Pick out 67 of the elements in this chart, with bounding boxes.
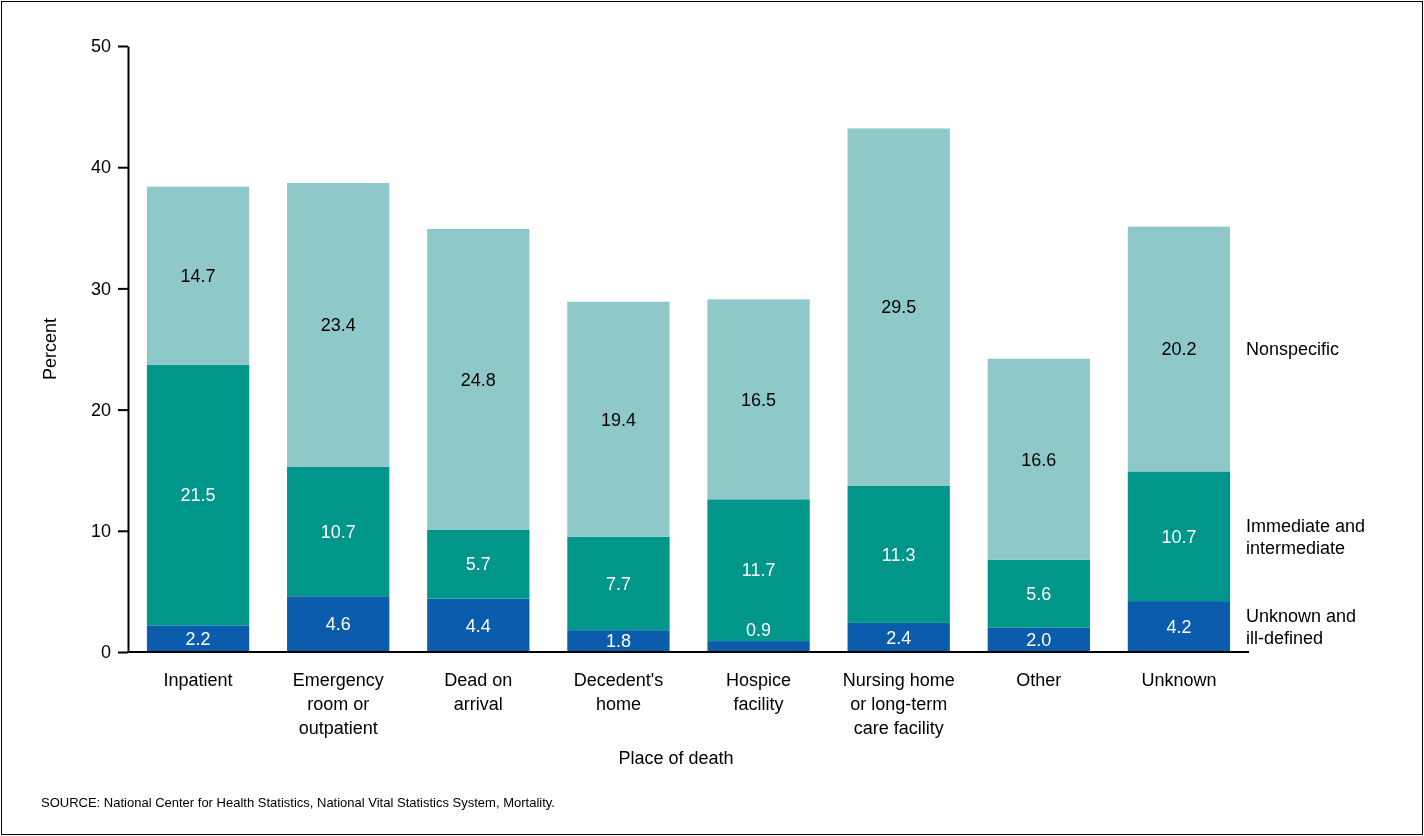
- data-label: 10.7: [1161, 526, 1197, 547]
- x-tick-label: Hospice facility: [726, 670, 792, 714]
- data-label: 7.7: [605, 573, 631, 594]
- y-tick-label: 20: [90, 399, 111, 420]
- bar: [567, 536, 670, 631]
- bar: [146, 364, 250, 626]
- y-tick-label: 40: [90, 157, 111, 178]
- y-tick-label: 50: [90, 36, 111, 57]
- data-label: 10.7: [320, 521, 356, 542]
- x-tick-label: Other: [1016, 670, 1062, 690]
- data-label: 14.7: [180, 265, 216, 286]
- x-tick-label: Inpatient: [163, 670, 233, 690]
- series-label: Immediate and intermediate: [1246, 515, 1366, 558]
- data-label: 1.8: [605, 631, 631, 652]
- source-note: SOURCE: National Center for Health Statistics, National Vital Statistics System, Mortality.: [41, 795, 555, 810]
- data-label: 5.7: [465, 554, 491, 575]
- bar: [847, 622, 950, 652]
- bar: [1127, 226, 1231, 472]
- bar: [427, 529, 530, 599]
- bar: [287, 466, 390, 597]
- data-label: 0.9: [746, 620, 772, 641]
- bar: [567, 301, 670, 537]
- data-label: 23.4: [320, 315, 356, 336]
- y-axis-title: Percent: [40, 317, 60, 381]
- data-label: 4.6: [325, 614, 351, 635]
- data-label: 29.5: [881, 297, 917, 318]
- bar: [707, 499, 810, 642]
- data-label: 5.6: [1026, 584, 1052, 605]
- bar: [146, 186, 250, 365]
- bar: [847, 485, 950, 623]
- bar: [987, 559, 1090, 628]
- bar: [427, 598, 530, 652]
- bar: [1127, 471, 1231, 602]
- x-tick-label: Dead on arrival: [444, 670, 513, 714]
- data-label: 4.2: [1166, 616, 1192, 637]
- data-label: 16.5: [741, 389, 777, 410]
- bar: [287, 596, 390, 652]
- bar: [707, 299, 810, 500]
- bar: [707, 641, 810, 652]
- bar: [146, 625, 250, 652]
- data-label: 16.6: [1021, 449, 1057, 470]
- y-tick-label: 10: [90, 521, 111, 542]
- data-label: 2.2: [185, 628, 211, 649]
- x-tick-label: Unknown: [1141, 670, 1217, 690]
- x-axis-title: Place of death: [618, 748, 734, 768]
- bar: [847, 128, 950, 486]
- series-label: Nonspecific: [1246, 339, 1340, 360]
- bar: [287, 182, 390, 467]
- data-label: 20.2: [1161, 339, 1197, 360]
- bar: [1127, 601, 1231, 652]
- data-label: 2.4: [886, 627, 912, 648]
- data-label: 24.8: [460, 369, 496, 390]
- data-label: 4.4: [465, 615, 491, 636]
- series-label: Unknown and ill-defined: [1246, 605, 1357, 648]
- y-tick-label: 30: [90, 278, 111, 299]
- bar: [427, 229, 530, 530]
- data-label: 2.0: [1026, 630, 1052, 651]
- x-tick-label: Emergency room or outpatient: [292, 670, 384, 738]
- data-label: 19.4: [600, 409, 636, 430]
- y-tick-label: 0: [100, 642, 111, 663]
- data-label: 11.7: [741, 560, 776, 581]
- x-tick-label: Decedent's home: [573, 670, 664, 714]
- bar: [567, 630, 670, 652]
- bar: [987, 358, 1090, 560]
- data-label: 11.3: [881, 544, 916, 565]
- x-tick-label: Nursing home or long-term care facility: [842, 670, 955, 738]
- data-label: 21.5: [180, 485, 216, 506]
